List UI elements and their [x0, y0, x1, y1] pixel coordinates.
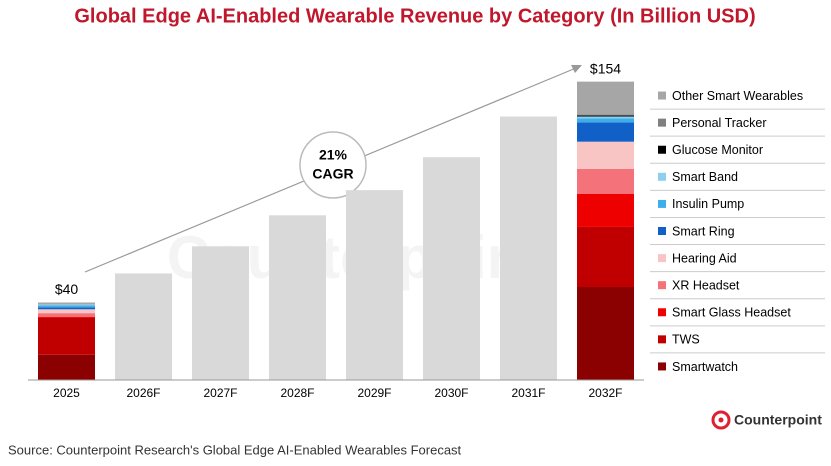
x-tick-label: 2030F [434, 386, 468, 400]
x-tick-label: 2032F [588, 386, 622, 400]
legend-label: Smart Band [672, 170, 738, 184]
x-tick-label: 2029F [357, 386, 391, 400]
bar [346, 190, 403, 380]
bar-segment [577, 194, 634, 227]
cagr-circle [299, 131, 367, 199]
bar-segment [577, 114, 634, 116]
bar-segment [577, 116, 634, 119]
bar-segment [577, 81, 634, 115]
bar-segment [577, 141, 634, 169]
legend-label: Smart Ring [672, 224, 735, 238]
x-tick-label: 2026F [126, 386, 160, 400]
legend-swatch [658, 145, 666, 154]
logo-text: Counterpoint [734, 412, 822, 428]
bar-segment [38, 309, 95, 314]
bar-segment [38, 304, 95, 306]
legend-label: TWS [672, 333, 700, 347]
bar-segment [38, 354, 95, 380]
legend-swatch [658, 91, 666, 100]
logo-icon [711, 410, 731, 430]
bar-segment [38, 317, 95, 318]
legend-label: Hearing Aid [672, 251, 737, 265]
legend-swatch [658, 199, 666, 208]
bar [115, 273, 172, 380]
annotation: CAGR [312, 166, 353, 182]
legend-swatch [658, 308, 666, 317]
legend-swatch [658, 281, 666, 290]
bar-segment [577, 115, 634, 117]
logo: Counterpoint [711, 410, 822, 430]
bar-segment [38, 302, 95, 305]
bar-segment [38, 305, 95, 308]
chart-title: Global Edge AI-Enabled Wearable Revenue … [74, 5, 755, 27]
arrow-head [571, 65, 582, 73]
source: Source: Counterpoint Research's Global E… [8, 442, 462, 457]
logo-dot [718, 417, 724, 423]
bar-segment [38, 313, 95, 318]
bar-segment [577, 168, 634, 194]
legend-label: Personal Tracker [672, 116, 766, 130]
legend-swatch [658, 172, 666, 181]
x-tick-label: 2027F [203, 386, 237, 400]
bar [192, 246, 249, 380]
legend: Smartwatch TWS Smart Glass Headset XR Heads… [650, 89, 825, 374]
legend-swatch [658, 362, 666, 371]
legend-swatch [658, 227, 666, 235]
bar-segment [577, 287, 634, 380]
bar-segment [38, 318, 95, 355]
bar [423, 157, 480, 380]
bar-segment [577, 118, 634, 123]
legend-swatch [658, 254, 666, 263]
legend-label: Smart Glass Headset [672, 306, 791, 320]
bar [500, 116, 557, 380]
bar [269, 215, 326, 380]
x-tick-label: 2025 [53, 386, 80, 400]
value-label: $40 [55, 281, 79, 297]
bar-segment [577, 122, 634, 142]
legend-label: Other Smart Wearables [672, 89, 803, 103]
legend-label: XR Headset [672, 278, 740, 292]
value-label: $154 [590, 60, 621, 76]
legend-label: Insulin Pump [672, 197, 744, 211]
legend-label: Smartwatch [672, 360, 738, 374]
bar-segment [577, 226, 634, 287]
legend-swatch [658, 335, 666, 344]
legend-swatch [658, 118, 666, 127]
annotation: 21% [319, 147, 348, 163]
legend-label: Glucose Monitor [672, 143, 763, 157]
x-tick-label: 2028F [280, 386, 314, 400]
bar-segment [38, 307, 95, 310]
x-tick-label: 2031F [511, 386, 545, 400]
